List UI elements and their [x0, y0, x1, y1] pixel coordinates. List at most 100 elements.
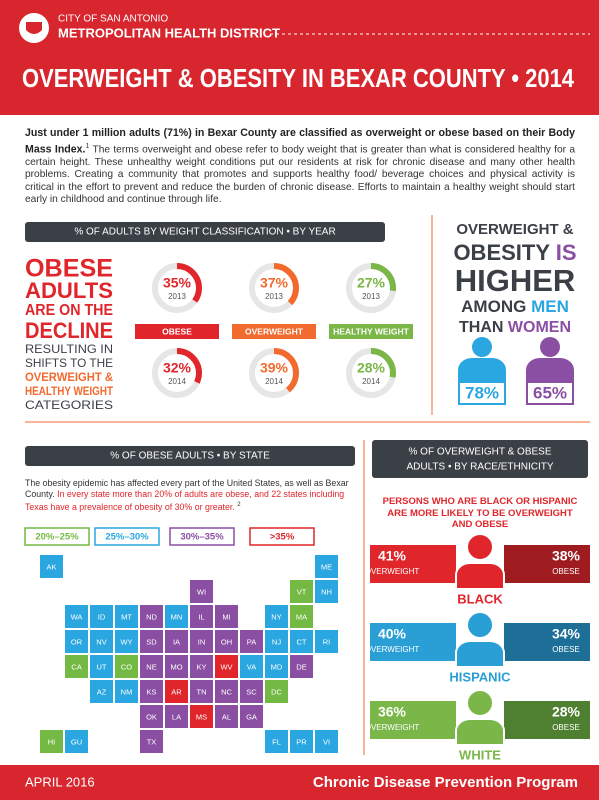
- state-label: GU: [71, 737, 82, 746]
- state-tile: [290, 630, 313, 653]
- footer-program: Chronic Disease Prevention Program: [313, 774, 578, 791]
- men-box: [458, 381, 506, 405]
- state-tile: [165, 680, 188, 703]
- legend-label: 25%–30%: [105, 532, 149, 543]
- gender-text: MEN: [531, 297, 569, 316]
- state-label: AL: [222, 712, 231, 721]
- ring-value: 27%: [357, 275, 386, 291]
- ring-year: 2014: [362, 377, 380, 386]
- state-tile: [40, 555, 63, 578]
- state-label: TN: [197, 687, 207, 696]
- state-tile: [215, 630, 238, 653]
- overweight-label: OVERWEIGHT: [365, 645, 420, 654]
- legend-label: 20%–25%: [35, 532, 79, 543]
- group-name: HISPANIC: [449, 669, 511, 684]
- state-label: PA: [247, 637, 256, 646]
- state-tile: [140, 655, 163, 678]
- state-label: CO: [121, 662, 132, 671]
- state-label: ID: [98, 612, 106, 621]
- state-label: CT: [297, 637, 307, 646]
- state-label: NC: [221, 687, 232, 696]
- state-label: MA: [296, 612, 307, 621]
- state-note: The obesity epidemic has affected every …: [25, 478, 360, 513]
- obese-label: OBESE: [552, 645, 580, 654]
- legend-label: >35%: [270, 532, 295, 543]
- category-pill: [329, 324, 413, 339]
- gender-text: OVERWEIGHT &: [456, 221, 573, 238]
- gender-text: AMONG: [461, 297, 526, 316]
- section-heading: % OF OBESE ADULTS • BY STATE: [110, 451, 270, 462]
- state-tile: [90, 655, 113, 678]
- state-tile: [290, 580, 313, 603]
- state-label: NJ: [272, 637, 281, 646]
- state-label: PR: [296, 737, 307, 746]
- state-label: HI: [48, 737, 56, 746]
- intro-text: The terms overweight and obese refer to …: [25, 143, 575, 206]
- legend-box: [24, 527, 90, 546]
- gender-text: OBESITY IS: [453, 240, 576, 265]
- category-label: OVERWEIGHT: [245, 326, 304, 336]
- state-label: GA: [246, 712, 257, 721]
- state-label: VA: [247, 662, 256, 671]
- overweight-bar: [370, 701, 456, 739]
- ring-arc: [249, 348, 299, 398]
- ring-year: 2013: [362, 292, 380, 301]
- legend-box: [169, 527, 235, 546]
- obese-bar: [504, 701, 590, 739]
- sub-text: CATEGORIES: [25, 398, 113, 412]
- state-tile: [190, 705, 213, 728]
- obese-value: 34%: [552, 626, 581, 642]
- footnote-ref: 2: [237, 502, 241, 508]
- state-tile: [315, 580, 338, 603]
- headline: DECLINE: [25, 318, 113, 343]
- sub-highlight: OVERWEIGHT &: [25, 370, 113, 384]
- state-tile: [265, 680, 288, 703]
- footnote-ref: 1: [85, 142, 90, 150]
- state-label: CA: [71, 662, 81, 671]
- state-tile: [165, 655, 188, 678]
- women-box: [526, 381, 574, 405]
- ring-year: 2014: [265, 377, 283, 386]
- men-percent: 78%: [465, 383, 499, 402]
- state-tile: [190, 655, 213, 678]
- state-tile: [115, 630, 138, 653]
- state-label: RI: [323, 637, 331, 646]
- ring-arc: [152, 348, 202, 398]
- state-label: AZ: [97, 687, 107, 696]
- state-tile: [115, 655, 138, 678]
- obese-value: 38%: [552, 548, 581, 564]
- overweight-bar: [370, 623, 456, 661]
- ring-value: 35%: [163, 275, 192, 291]
- state-label: KS: [146, 687, 156, 696]
- gender-text: HIGHER: [455, 263, 576, 298]
- ring-value: 28%: [357, 360, 386, 376]
- state-note-1: The obesity epidemic has affected every …: [25, 478, 349, 499]
- man-icon: [458, 358, 506, 382]
- ring-year: 2013: [265, 292, 283, 301]
- state-tile: [65, 630, 88, 653]
- state-label: WV: [220, 662, 232, 671]
- state-label: TX: [147, 737, 157, 746]
- state-tile: [65, 605, 88, 628]
- gender-text: THAN: [459, 319, 503, 336]
- section-heading: ADULTS • BY RACE/ETHNICITY: [406, 462, 553, 473]
- state-tile: [115, 680, 138, 703]
- state-tile: [190, 605, 213, 628]
- sub-text: SHIFTS TO THE: [25, 356, 113, 370]
- state-tile: [140, 605, 163, 628]
- group-name: WHITE: [459, 747, 501, 762]
- intro-bold: Just under 1 million adults (71%) in Bex…: [25, 127, 575, 155]
- state-label: OR: [71, 637, 83, 646]
- intro: Just under 1 million adults (71%) in Bex…: [25, 127, 575, 207]
- overweight-value: 36%: [378, 704, 407, 720]
- state-label: NH: [321, 587, 332, 596]
- state-label: MN: [171, 612, 183, 621]
- state-label: WY: [120, 637, 132, 646]
- state-label: ND: [146, 612, 157, 621]
- woman-icon: [526, 358, 574, 382]
- state-tile: [315, 630, 338, 653]
- state-label: IL: [198, 612, 204, 621]
- ring-arc: [249, 263, 299, 313]
- state-tile: [165, 605, 188, 628]
